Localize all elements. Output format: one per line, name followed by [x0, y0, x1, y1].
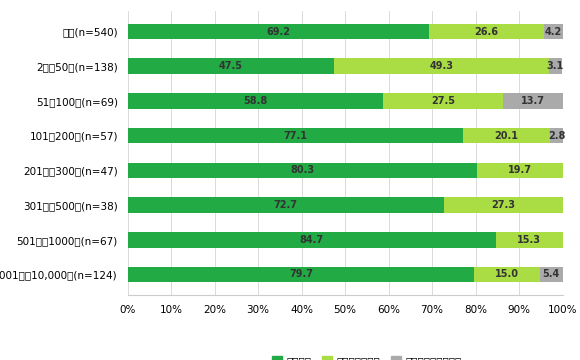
Text: 15.3: 15.3 [517, 235, 541, 245]
Bar [128, 93, 383, 109]
Text: 77.1: 77.1 [283, 131, 307, 141]
Bar [128, 128, 463, 144]
Bar [128, 24, 429, 39]
Bar [550, 128, 563, 144]
Bar [383, 93, 503, 109]
Text: 47.5: 47.5 [219, 61, 243, 71]
Bar [128, 162, 477, 178]
Text: 72.7: 72.7 [274, 200, 298, 210]
Bar [334, 58, 549, 74]
Text: 3.1: 3.1 [547, 61, 564, 71]
Text: 27.5: 27.5 [431, 96, 455, 106]
Legend: 実施した, 実施していない, わからない・その他: 実施した, 実施していない, わからない・その他 [268, 352, 466, 360]
Text: 5.4: 5.4 [543, 269, 560, 279]
Bar [539, 267, 563, 282]
Bar [549, 58, 562, 74]
Bar [474, 267, 539, 282]
Text: 19.7: 19.7 [508, 165, 532, 175]
Text: 27.3: 27.3 [491, 200, 515, 210]
Bar [545, 24, 563, 39]
Bar [477, 162, 563, 178]
Bar [128, 232, 496, 248]
Bar [128, 58, 334, 74]
Text: 13.7: 13.7 [521, 96, 545, 106]
Bar [128, 197, 444, 213]
Text: 49.3: 49.3 [429, 61, 454, 71]
Text: 20.1: 20.1 [495, 131, 519, 141]
Text: 79.7: 79.7 [289, 269, 313, 279]
Text: 26.6: 26.6 [474, 27, 498, 37]
Bar [128, 267, 474, 282]
Text: 58.8: 58.8 [244, 96, 267, 106]
Bar [463, 128, 550, 144]
Text: 69.2: 69.2 [266, 27, 290, 37]
Text: 2.8: 2.8 [548, 131, 565, 141]
Text: 4.2: 4.2 [545, 27, 562, 37]
Text: 84.7: 84.7 [300, 235, 324, 245]
Text: 80.3: 80.3 [290, 165, 314, 175]
Text: 15.0: 15.0 [495, 269, 519, 279]
Bar [429, 24, 545, 39]
Bar [496, 232, 563, 248]
Bar [444, 197, 563, 213]
Bar [503, 93, 563, 109]
